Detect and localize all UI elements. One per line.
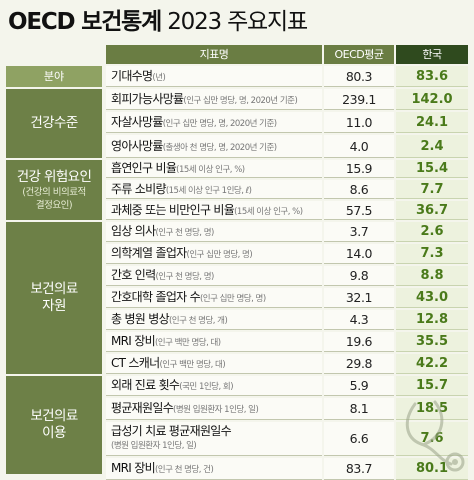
table-row: 총 병원 병상(인구 천 명당, 개) 4.3 12.8: [106, 310, 468, 330]
section-divider: [6, 220, 468, 222]
oecd-value: 57.5: [324, 201, 394, 220]
indicator-name: 과체중 또는 비만인구 비율(15세 이상 인구, %): [106, 201, 322, 220]
page-title: OECD 보건통계 2023 주요지표: [8, 6, 308, 38]
group-name: 보건의료 자원: [30, 281, 78, 314]
indicator-name: 총 병원 병상(인구 천 명당, 개): [106, 310, 322, 330]
oecd-value: 14.0: [324, 244, 394, 264]
section-divider: [6, 374, 468, 376]
indicator-name: 자살사망률(인구 십만 명당, 명, 2020년 기준): [106, 112, 322, 133]
indicator-name: 의학계열 졸업자(인구 십만 명당, 명): [106, 244, 322, 264]
group-name: 보건의료 이용: [30, 408, 78, 441]
table-row: 급성기 치료 평균재원일수 (병원 입원환자 1인당, 일) 6.6 7.6: [106, 422, 468, 456]
group-note: (건강의 비의료적 결정요인): [22, 186, 86, 211]
oecd-value: 19.6: [324, 332, 394, 352]
table-row: 기대수명(년) 80.3 83.6: [106, 66, 468, 87]
indicator-name: 흡연인구 비율(15세 이상 인구, %): [106, 160, 322, 178]
group-healthcare-utilization: 보건의료 이용: [6, 376, 102, 474]
table-row: 영아사망률(출생아 천 명당, 명, 2020년 기준) 4.0 2.4: [106, 135, 468, 158]
table-row: 평균재원일수(병원 입원환자 1인당, 일) 8.1 18.5: [106, 398, 468, 420]
oecd-value: 239.1: [324, 89, 394, 110]
korea-value: 7.7: [396, 180, 468, 199]
table-row: MRI 장비(인구 천 명당, 건) 83.7 80.1: [106, 458, 468, 480]
table-row: 임상 의사(인구 천 명당, 명) 3.7 2.6: [106, 222, 468, 242]
indicator-name: 간호대학 졸업자 수(인구 십만 명당, 명): [106, 288, 322, 308]
korea-value: 24.1: [396, 112, 468, 133]
korea-value: 8.8: [396, 266, 468, 286]
oecd-value: 5.9: [324, 376, 394, 396]
oecd-value: 9.8: [324, 266, 394, 286]
indicator-name: 급성기 치료 평균재원일수 (병원 입원환자 1인당, 일): [106, 422, 322, 456]
table-row: 자살사망률(인구 십만 명당, 명, 2020년 기준) 11.0 24.1: [106, 112, 468, 133]
group-healthcare-resources: 보건의료 자원: [6, 222, 102, 374]
oecd-value: 32.1: [324, 288, 394, 308]
oecd-value: 6.6: [324, 422, 394, 456]
indicator-name: MRI 장비(인구 천 명당, 건): [106, 458, 322, 480]
group-health-risk-factors: 건강 위험요인 (건강의 비의료적 결정요인): [6, 160, 102, 220]
table-row: 흡연인구 비율(15세 이상 인구, %) 15.9 15.4: [106, 160, 468, 178]
indicator-name: 영아사망률(출생아 천 명당, 명, 2020년 기준): [106, 135, 322, 158]
korea-value: 2.6: [396, 222, 468, 242]
indicator-name: 간호 인력(인구 천 명당, 명): [106, 266, 322, 286]
title-subtitle: 주요지표: [227, 9, 308, 35]
korea-value: 142.0: [396, 89, 468, 110]
table-row: 회피가능사망률(인구 십만 명당, 명, 2020년 기준) 239.1 142…: [106, 89, 468, 110]
oecd-value: 11.0: [324, 112, 394, 133]
group-name: 건강수준: [30, 115, 78, 131]
korea-value: 15.7: [396, 376, 468, 396]
header-oecd-average: OECD평균: [324, 45, 394, 64]
korea-value: 43.0: [396, 288, 468, 308]
table-row: 간호대학 졸업자 수(인구 십만 명당, 명) 32.1 43.0: [106, 288, 468, 308]
oecd-value: 80.3: [324, 66, 394, 87]
oecd-value: 15.9: [324, 160, 394, 178]
indicator-name: 기대수명(년): [106, 66, 322, 87]
korea-value: 35.5: [396, 332, 468, 352]
korea-value: 18.5: [396, 398, 468, 420]
korea-value: 42.2: [396, 354, 468, 374]
table-row: MRI 장비(인구 백만 명당, 대) 19.6 35.5: [106, 332, 468, 352]
oecd-value: 3.7: [324, 222, 394, 242]
korea-value: 2.4: [396, 135, 468, 158]
table-row: CT 스캐너(인구 백만 명당, 대) 29.8 42.2: [106, 354, 468, 374]
header-korea: 한국: [396, 45, 468, 64]
indicator-name: 외래 진료 횟수(국민 1인당, 회): [106, 376, 322, 396]
korea-value: 83.6: [396, 66, 468, 87]
oecd-value: 8.6: [324, 180, 394, 199]
indicator-name: 평균재원일수(병원 입원환자 1인당, 일): [106, 398, 322, 420]
indicator-name: 임상 의사(인구 천 명당, 명): [106, 222, 322, 242]
korea-value: 36.7: [396, 201, 468, 220]
table-row: 외래 진료 횟수(국민 1인당, 회) 5.9 15.7: [106, 376, 468, 396]
oecd-value: 83.7: [324, 458, 394, 480]
title-year: 2023: [167, 9, 222, 35]
header-indicator-name: 지표명: [106, 45, 322, 64]
indicator-name: 회피가능사망률(인구 십만 명당, 명, 2020년 기준): [106, 89, 322, 110]
table-row: 간호 인력(인구 천 명당, 명) 9.8 8.8: [106, 266, 468, 286]
indicator-name: 주류 소비량(15세 이상 인구 1인당, ℓ): [106, 180, 322, 199]
table-row: 의학계열 졸업자(인구 십만 명당, 명) 14.0 7.3: [106, 244, 468, 264]
oecd-value: 4.3: [324, 310, 394, 330]
korea-value: 80.1: [396, 458, 468, 480]
indicator-name: CT 스캐너(인구 백만 명당, 대): [106, 354, 322, 374]
korea-value: 15.4: [396, 160, 468, 178]
korea-value: 7.3: [396, 244, 468, 264]
indicator-name: MRI 장비(인구 백만 명당, 대): [106, 332, 322, 352]
oecd-value: 29.8: [324, 354, 394, 374]
table-row: 주류 소비량(15세 이상 인구 1인당, ℓ) 8.6 7.7: [106, 180, 468, 199]
group-health-status: 건강수준: [6, 89, 102, 158]
table-row: 과체중 또는 비만인구 비율(15세 이상 인구, %) 57.5 36.7: [106, 201, 468, 220]
oecd-value: 4.0: [324, 135, 394, 158]
section-divider: [6, 158, 468, 160]
group-name: 건강 위험요인: [16, 168, 92, 185]
oecd-value: 8.1: [324, 398, 394, 420]
korea-value: 7.6: [396, 422, 468, 456]
title-main: OECD 보건통계: [8, 9, 162, 35]
header-category: 분야: [6, 66, 102, 87]
korea-value: 12.8: [396, 310, 468, 330]
